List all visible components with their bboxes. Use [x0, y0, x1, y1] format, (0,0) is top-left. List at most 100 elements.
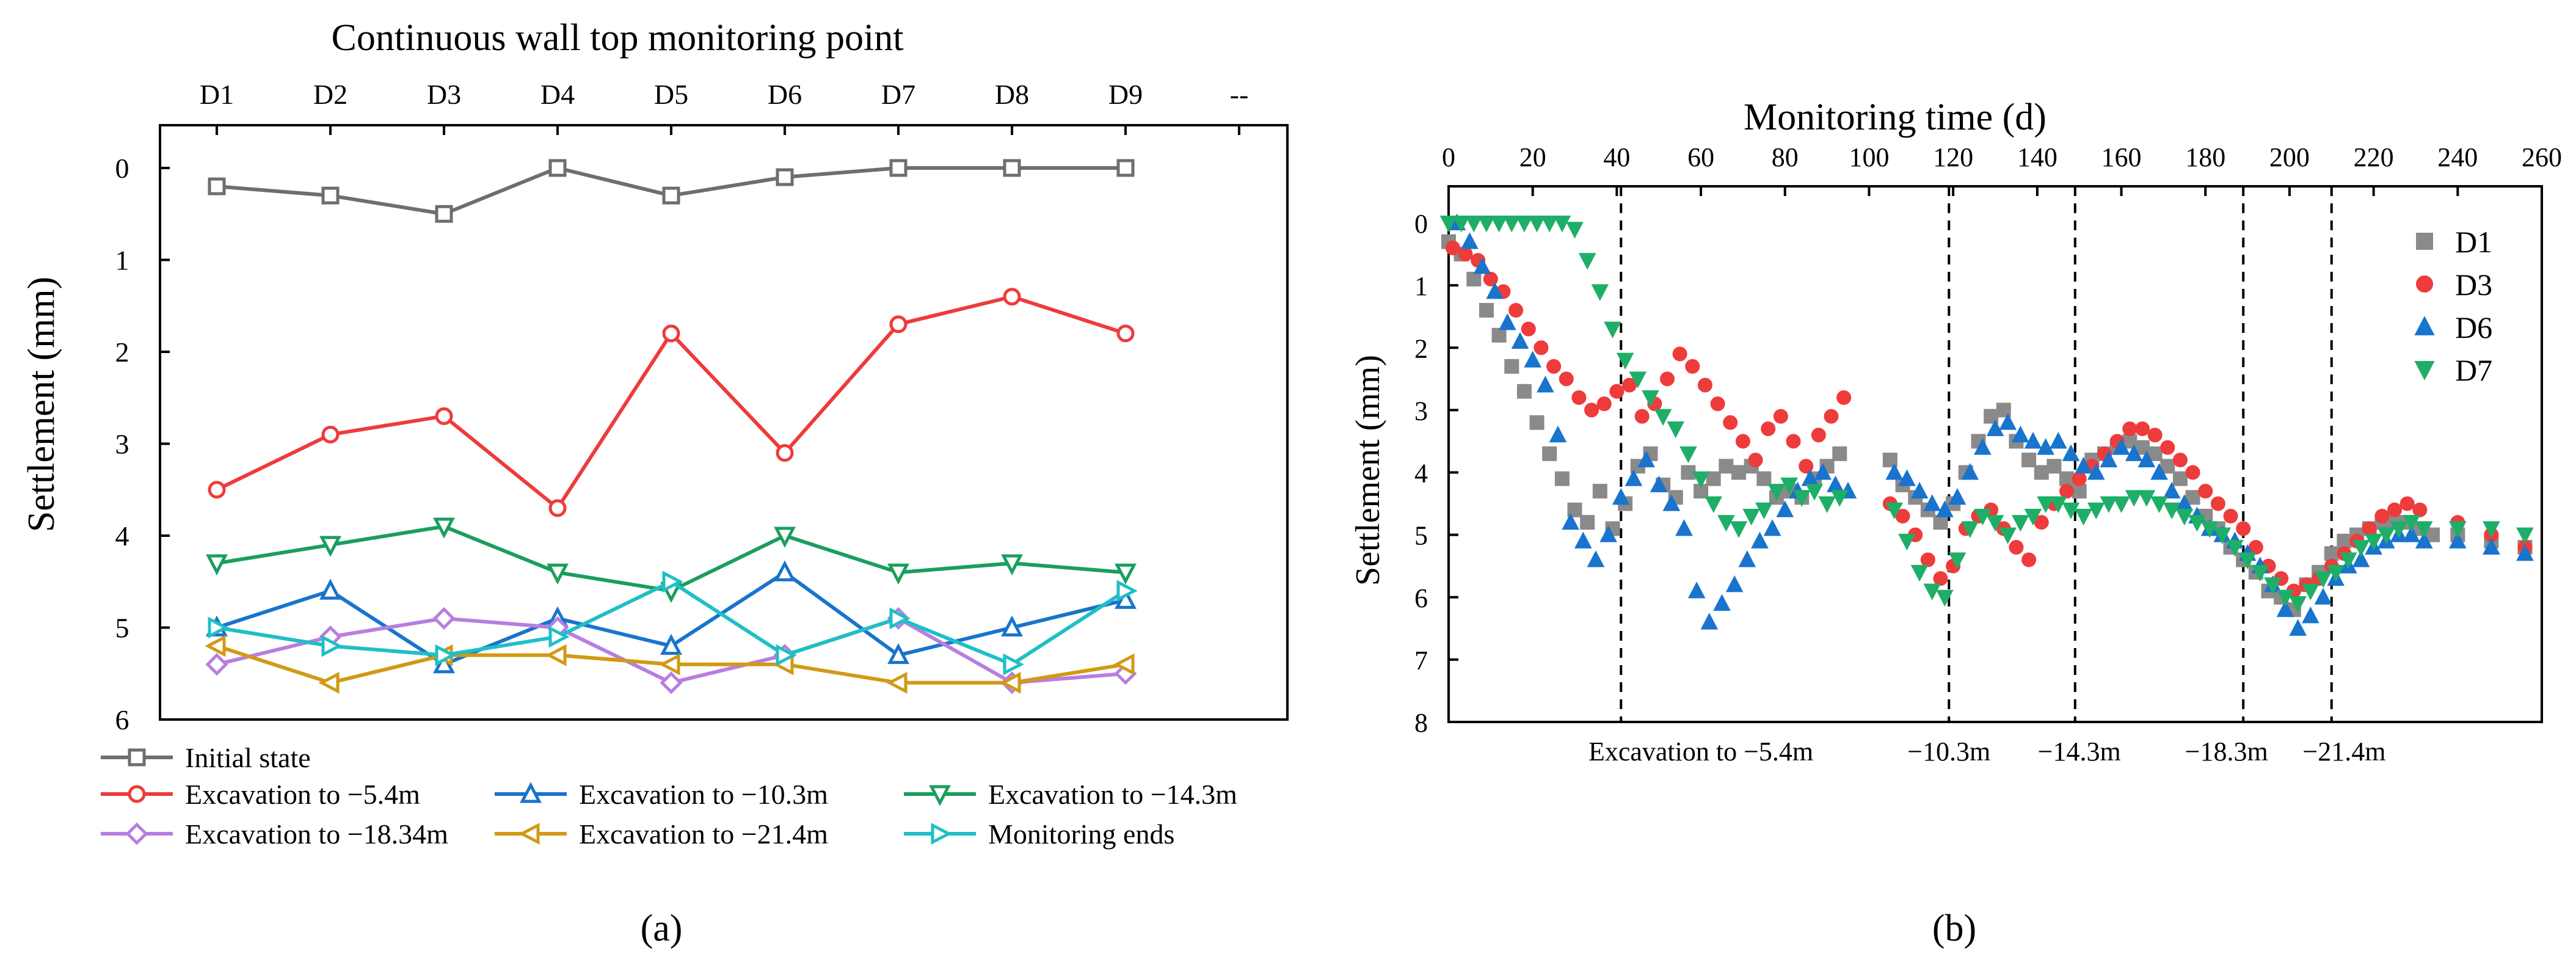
panel-b-data-point: [2425, 527, 2440, 542]
panel-a-legend: Initial state Excavation to −5.4m Excavati…: [101, 742, 1237, 850]
panel-a-title: Continuous wall top monitoring point: [332, 17, 904, 59]
panel-a-ytick-label: 2: [115, 337, 129, 368]
panel-b-data-point: [1625, 469, 1643, 486]
panel-a-xtick-label: D5: [654, 79, 688, 110]
panel-b-data-point: [1546, 359, 1562, 374]
panel-b-data-point: [1612, 487, 1630, 505]
panel-b-data-point: [1885, 463, 1904, 480]
panel-b-data-point: [2059, 484, 2075, 499]
panel-b-data-point: [2516, 544, 2534, 561]
panel-b-data-point: [1723, 415, 1738, 430]
panel-b-data-point: [1910, 564, 1929, 582]
panel-a-data-point: [662, 186, 680, 205]
panel-b-data-point: [1650, 475, 1668, 492]
panel-b-data-point: [2352, 550, 2370, 567]
panel-b-ylabel: Settlement (mm): [1349, 355, 1387, 586]
panel-a-data-point: [887, 643, 909, 665]
panel-b-xtick-label: 20: [1519, 142, 1546, 172]
panel-b-xtick-label: 100: [1849, 142, 1889, 172]
panel-b-data-point: [1936, 589, 1954, 607]
panel-b-ytick-label: 4: [1414, 459, 1428, 489]
panel-b-data-point: [2075, 508, 2092, 526]
panel-b-data-point: [1490, 216, 1508, 233]
panel-a-legend-marker: [520, 782, 542, 803]
panel-b-data-point: [1920, 552, 1935, 567]
panel-b-data-point: [2059, 471, 2075, 486]
panel-b-data-point: [1537, 376, 1554, 393]
panel-a-data-point: [208, 481, 226, 499]
panel-b-data-point: [1502, 216, 1521, 233]
panel-b-data-point: [2276, 589, 2294, 607]
panel-a-legend-marker: [929, 785, 951, 806]
panel-b-data-point: [1895, 508, 1910, 523]
panel-b-data-point: [2034, 515, 2049, 530]
panel-a-data-point: [548, 625, 570, 648]
panel-b-data-point: [2125, 490, 2143, 507]
panel-b-xtick-label: 160: [2101, 142, 2142, 172]
panel-b-data-point: [2150, 463, 2168, 480]
panel-b: Monitoring time (d) Settlement (mm) (b) …: [1349, 97, 2562, 949]
panel-b-data-point: [2483, 521, 2500, 538]
panel-b-data-point: [1717, 515, 1735, 532]
panel-b-data-point: [1882, 453, 1897, 468]
panel-b-data-point: [1667, 421, 1685, 439]
panel-a-data-point: [321, 635, 343, 657]
panel-b-data-point: [1591, 284, 1609, 301]
panel-a-data-point: [435, 407, 453, 425]
panel-a-data-point: [321, 186, 340, 205]
panel-b-data-point: [2352, 540, 2370, 557]
panel-b-data-point: [1923, 583, 1941, 600]
panel-a-xtick-label: D1: [200, 79, 234, 110]
panel-b-data-point: [2185, 465, 2200, 480]
panel-b-data-point: [1748, 453, 1763, 468]
panel-a-legend-marker: [931, 823, 952, 845]
panel-b-data-point: [2236, 521, 2251, 536]
panel-b-data-point: [1731, 465, 1747, 480]
panel-b-data-point: [1679, 446, 1697, 464]
panel-b-xtick-label: 200: [2269, 142, 2310, 172]
panel-b-data-point: [1549, 425, 1567, 443]
panel-b-data-point: [2087, 463, 2105, 480]
panel-a-data-point: [1115, 563, 1137, 585]
panel-b-data-point: [1996, 403, 2011, 418]
panel-a-data-point: [1003, 159, 1021, 177]
panel-b-xtick-label: 140: [2017, 142, 2058, 172]
panel-b-data-point: [1898, 533, 1916, 551]
panel-b-data-point: [1654, 409, 1672, 426]
panel-a-data-point: [887, 563, 909, 585]
panel-b-data-point: [1986, 515, 2004, 532]
panel-a-data-point: [1003, 288, 1021, 306]
panel-b-data-point: [1780, 477, 1798, 495]
panel-b-data-point: [2047, 459, 2062, 474]
panel-a-xtick-label: D8: [995, 79, 1029, 110]
panel-b-data-point: [1524, 351, 1541, 368]
panel-a-data-point: [319, 536, 341, 557]
panel-b-data-point: [2172, 453, 2188, 468]
panel-a-data-point: [660, 671, 683, 694]
panel-a-xtick-label: --: [1230, 79, 1249, 110]
panel-a-ytick-label: 3: [115, 429, 129, 460]
panel-b-data-point: [1622, 377, 1637, 393]
panel-b-data-point: [1685, 359, 1700, 374]
panel-b-data-point: [2175, 508, 2194, 526]
panel-a-data-point: [548, 499, 567, 517]
panel-a-legend-label: Excavation to −10.3m: [579, 779, 828, 810]
panel-b-data-point: [1566, 222, 1584, 239]
panel-a-label: (a): [641, 908, 683, 949]
panel-b-data-point: [2037, 438, 2054, 455]
panel-b-data-point: [2403, 515, 2420, 532]
panel-a-legend-label: Initial state: [185, 742, 311, 773]
panel-b-data-point: [1814, 463, 1832, 480]
panel-b-data-point: [1756, 471, 1772, 486]
panel-a-data-point: [886, 671, 908, 694]
panel-b-data-point: [1697, 377, 1712, 393]
panel-b-legend: D1 D3 D6 D7: [2414, 225, 2492, 387]
panel-b-legend-label: D3: [2455, 268, 2492, 302]
panel-a-ytick-label: 6: [115, 704, 129, 735]
panel-b-data-point: [2302, 583, 2319, 600]
panel-a-legend-item: Excavation to −21.4m: [495, 818, 828, 850]
panel-b-xtick-label: 120: [1933, 142, 1973, 172]
panel-a-data-point: [208, 177, 226, 195]
panel-b-data-point: [1836, 390, 1852, 405]
